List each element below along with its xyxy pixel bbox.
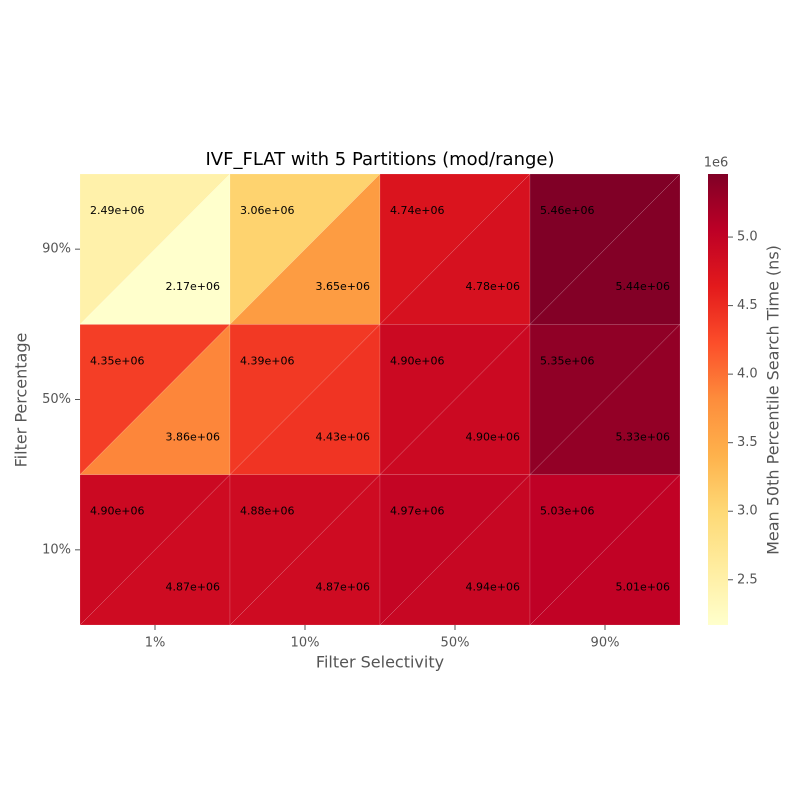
upper-value-label: 2.49e+06: [90, 204, 144, 217]
colorbar-tick-label: 5.0: [737, 230, 758, 245]
y-tick-label: 10%: [42, 542, 71, 557]
upper-value-label: 4.39e+06: [240, 354, 294, 367]
lower-value-label: 4.87e+06: [166, 581, 220, 594]
y-axis-title: Filter Percentage: [12, 333, 31, 468]
colorbar-tick-label: 4.0: [737, 367, 758, 382]
upper-value-label: 5.35e+06: [540, 354, 594, 367]
lower-value-label: 3.65e+06: [316, 280, 370, 293]
lower-value-label: 5.33e+06: [616, 430, 670, 443]
upper-value-label: 4.90e+06: [90, 505, 144, 518]
x-tick-label: 10%: [291, 636, 320, 651]
colorbar: [708, 174, 728, 625]
lower-triangle: [529, 323, 681, 475]
upper-value-label: 3.06e+06: [240, 204, 294, 217]
lower-value-label: 4.78e+06: [466, 280, 520, 293]
colorbar-tick-label: 2.5: [737, 572, 758, 587]
colorbar-tick-label: 3.0: [737, 504, 758, 519]
upper-value-label: 4.74e+06: [390, 204, 444, 217]
upper-value-label: 4.35e+06: [90, 354, 144, 367]
colorbar-tick-label: 4.5: [737, 298, 758, 313]
lower-value-label: 4.43e+06: [316, 430, 370, 443]
chart-title: IVF_FLAT with 5 Partitions (mod/range): [205, 149, 554, 170]
x-tick-label: 90%: [591, 636, 620, 651]
upper-value-label: 4.90e+06: [390, 354, 444, 367]
x-axis-title: Filter Selectivity: [316, 653, 444, 672]
lower-value-label: 4.94e+06: [466, 581, 520, 594]
colorbar-title: Mean 50th Percentile Search Time (ns): [764, 245, 783, 555]
y-tick-label: 90%: [42, 242, 71, 257]
lower-value-label: 4.90e+06: [466, 430, 520, 443]
lower-value-label: 4.87e+06: [316, 581, 370, 594]
upper-value-label: 4.97e+06: [390, 505, 444, 518]
x-tick-label: 1%: [145, 636, 166, 651]
colorbar-tick-label: 3.5: [737, 435, 758, 450]
colorbar-offset: 1e6: [704, 156, 729, 171]
y-tick-label: 50%: [42, 392, 71, 407]
lower-value-label: 3.86e+06: [166, 430, 220, 443]
upper-value-label: 5.46e+06: [540, 204, 594, 217]
upper-value-label: 4.88e+06: [240, 505, 294, 518]
lower-value-label: 5.01e+06: [616, 581, 670, 594]
lower-triangle: [529, 173, 681, 325]
lower-value-label: 5.44e+06: [616, 280, 670, 293]
x-tick-label: 50%: [441, 636, 470, 651]
upper-value-label: 5.03e+06: [540, 505, 594, 518]
lower-value-label: 2.17e+06: [166, 280, 220, 293]
